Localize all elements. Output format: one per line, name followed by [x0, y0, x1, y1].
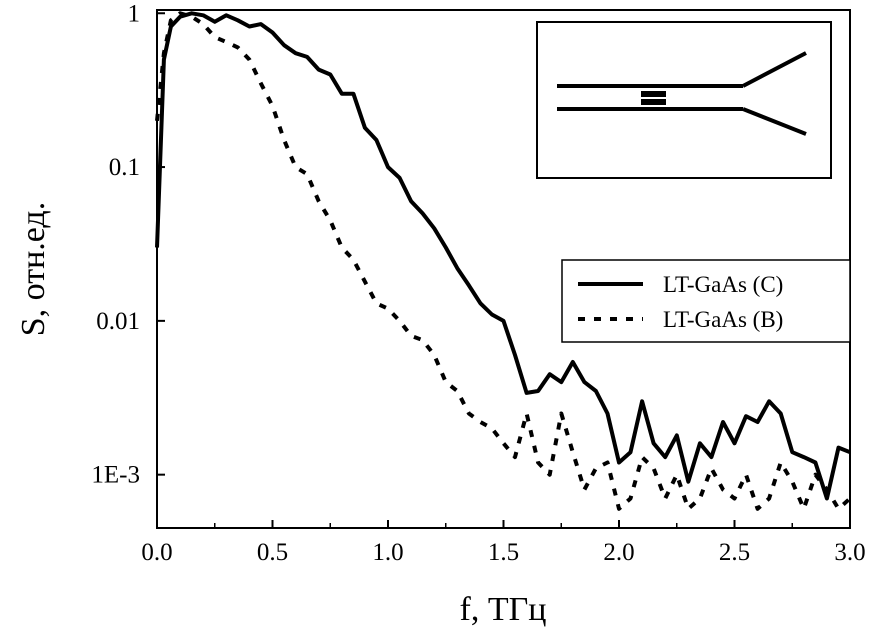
x-tick-label: 2.5 — [719, 539, 750, 566]
x-tick-label: 1.5 — [488, 539, 519, 566]
x-tick-label: 1.0 — [372, 539, 403, 566]
y-tick-label: 0.1 — [109, 154, 140, 181]
y-tick-label: 1 — [128, 0, 141, 27]
legend: LT-GaAs (C) LT-GaAs (B) — [561, 259, 851, 343]
coplanar-stripline-icon — [557, 51, 807, 136]
inset-diagram — [536, 21, 832, 179]
x-tick-label: 0.5 — [257, 539, 288, 566]
x-tick-label: 2.0 — [603, 539, 634, 566]
x-tick-label: 0.0 — [141, 539, 172, 566]
x-axis-ticks: 0.0 0.5 1.0 1.5 2.0 2.5 3.0 — [141, 520, 866, 566]
x-tick-label: 3.0 — [834, 539, 865, 566]
series-line-lt-gaas-c — [155, 11, 851, 501]
plot-area: 0.0 0.5 1.0 1.5 2.0 2.5 3.0 1 0.1 0.01 1E-3 — [91, 0, 865, 566]
y-tick-label: 0.01 — [96, 308, 140, 335]
legend-frame — [561, 259, 851, 343]
legend-label-c: LT-GaAs (C) — [663, 272, 783, 297]
x-axis-title: f, ТГц — [460, 591, 547, 628]
y-axis-ticks: 1 0.1 0.01 1E-3 — [91, 0, 165, 489]
legend-label-b: LT-GaAs (B) — [663, 307, 783, 332]
series-layer — [155, 11, 852, 511]
inset-frame — [536, 21, 832, 179]
y-tick-label: 1E-3 — [91, 462, 140, 489]
series-line-lt-gaas-b — [155, 11, 852, 511]
y-axis-title: S, отн.ед. — [15, 202, 52, 336]
